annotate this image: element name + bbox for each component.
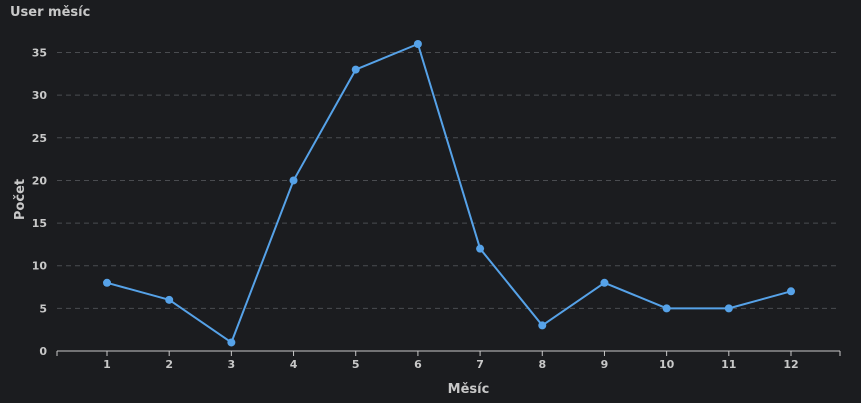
x-tick-label: 10 — [659, 358, 675, 371]
x-tick-label: 5 — [352, 358, 360, 371]
data-point — [476, 244, 485, 253]
y-tick-label: 10 — [32, 260, 48, 273]
x-tick-label: 9 — [601, 358, 609, 371]
x-tick-label: 7 — [476, 358, 484, 371]
x-tick-label: 12 — [783, 358, 798, 371]
chart-title: User měsíc — [10, 5, 91, 20]
data-point — [724, 304, 733, 313]
y-tick-label: 25 — [32, 132, 47, 145]
data-point — [787, 287, 795, 296]
x-axis-title: Měsíc — [448, 382, 490, 397]
data-point — [600, 278, 609, 287]
y-tick-label: 30 — [32, 89, 48, 102]
data-point — [103, 278, 111, 287]
y-tick-label: 20 — [32, 174, 48, 187]
data-point — [165, 295, 174, 304]
y-tick-label: 35 — [32, 47, 47, 60]
x-tick-label: 2 — [165, 358, 173, 371]
data-point — [413, 40, 422, 48]
series-line — [106, 43, 792, 344]
x-tick-label: 11 — [721, 358, 736, 371]
x-tick-label: 6 — [414, 358, 422, 371]
y-axis-title: Počet — [13, 179, 28, 220]
x-tick-label: 3 — [228, 358, 236, 371]
y-tick-label: 0 — [39, 345, 47, 358]
data-point — [538, 321, 547, 330]
data-point — [351, 65, 360, 74]
data-point — [227, 338, 236, 347]
y-tick-label: 5 — [39, 302, 47, 315]
x-tick-label: 1 — [103, 358, 111, 371]
data-point — [289, 176, 298, 185]
x-tick-label: 8 — [538, 358, 546, 371]
x-tick-label: 4 — [290, 358, 298, 371]
data-point — [662, 304, 671, 313]
y-tick-label: 15 — [32, 217, 47, 230]
